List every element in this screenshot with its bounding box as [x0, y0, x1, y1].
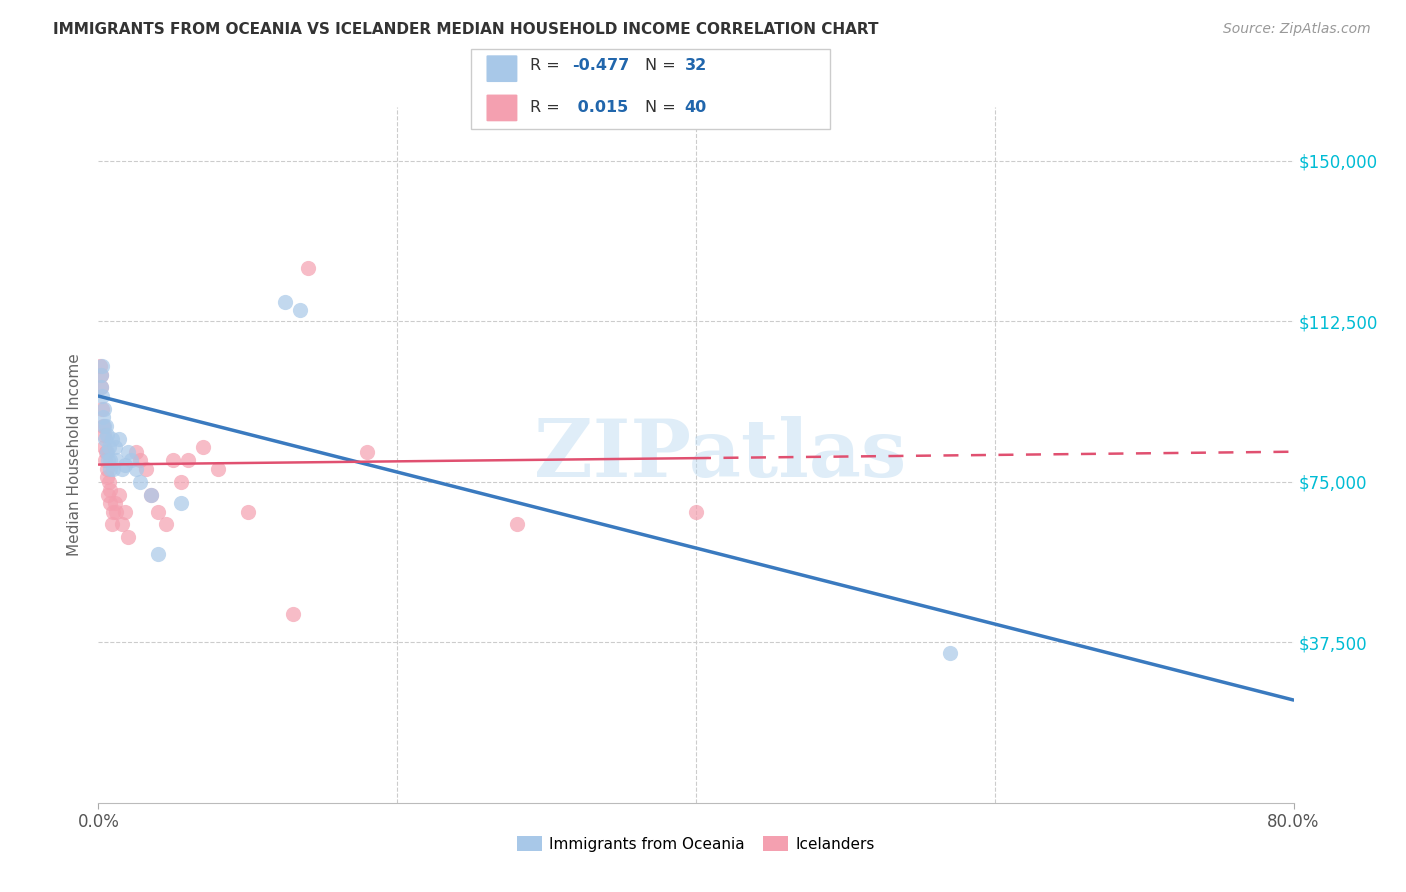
Point — [97, 475, 120, 489]
Text: IMMIGRANTS FROM OCEANIA VS ICELANDER MEDIAN HOUSEHOLD INCOME CORRELATION CHART: IMMIGRANTS FROM OCEANIA VS ICELANDER MED… — [53, 22, 879, 37]
Point — [191, 441, 214, 455]
Point — [94, 453, 117, 467]
Point — [105, 453, 128, 467]
Point — [90, 359, 112, 373]
Point — [90, 380, 112, 394]
Y-axis label: Median Household Income: Median Household Income — [67, 353, 83, 557]
Point — [297, 260, 319, 275]
Point — [108, 487, 131, 501]
Point — [129, 453, 152, 467]
Point — [288, 303, 311, 318]
Point — [169, 475, 191, 489]
Point — [139, 487, 162, 501]
Point — [111, 462, 134, 476]
Point — [125, 462, 148, 476]
Point — [148, 548, 170, 562]
Point — [101, 432, 124, 446]
Point — [91, 410, 114, 425]
Point — [104, 441, 127, 455]
Point — [114, 458, 136, 472]
Point — [281, 607, 304, 622]
Point — [114, 505, 136, 519]
Point — [177, 453, 200, 467]
Point — [939, 646, 962, 660]
Point — [155, 517, 177, 532]
Point — [129, 475, 152, 489]
Point — [90, 368, 112, 382]
Point — [94, 419, 117, 434]
Point — [148, 505, 170, 519]
Text: 0.015: 0.015 — [572, 101, 628, 115]
Text: N =: N = — [645, 58, 682, 72]
Point — [97, 441, 120, 455]
Point — [89, 359, 111, 373]
Point — [93, 441, 115, 455]
Point — [90, 368, 112, 382]
Point — [98, 496, 121, 510]
Point — [125, 444, 148, 458]
Point — [162, 453, 184, 467]
Point — [685, 505, 707, 519]
Point — [117, 530, 139, 544]
Point — [94, 444, 117, 458]
Legend: Immigrants from Oceania, Icelanders: Immigrants from Oceania, Icelanders — [512, 830, 880, 858]
Point — [93, 401, 115, 416]
Point — [236, 505, 259, 519]
Point — [105, 505, 128, 519]
Point — [169, 496, 191, 510]
Point — [97, 453, 120, 467]
Point — [98, 453, 122, 467]
Text: R =: R = — [530, 101, 565, 115]
Text: 40: 40 — [685, 101, 707, 115]
Point — [98, 462, 121, 476]
Text: N =: N = — [645, 101, 682, 115]
Text: ZIPatlas: ZIPatlas — [534, 416, 905, 494]
Point — [93, 427, 115, 442]
Point — [96, 427, 118, 442]
Point — [103, 462, 125, 476]
Point — [96, 444, 118, 458]
Point — [96, 470, 118, 484]
Point — [97, 487, 120, 501]
Point — [103, 505, 125, 519]
Point — [90, 380, 112, 394]
Point — [101, 517, 124, 532]
Point — [120, 453, 142, 467]
Point — [139, 487, 162, 501]
Point — [274, 294, 297, 309]
Point — [356, 444, 378, 458]
Point — [135, 462, 157, 476]
Text: Source: ZipAtlas.com: Source: ZipAtlas.com — [1223, 22, 1371, 37]
Text: 32: 32 — [685, 58, 707, 72]
Point — [93, 419, 115, 434]
Point — [111, 517, 134, 532]
Point — [91, 401, 114, 416]
Text: R =: R = — [530, 58, 565, 72]
Point — [91, 419, 114, 434]
Point — [98, 483, 122, 498]
Point — [104, 496, 127, 510]
Point — [96, 462, 118, 476]
Point — [117, 444, 139, 458]
Text: -0.477: -0.477 — [572, 58, 630, 72]
Point — [207, 462, 229, 476]
Point — [506, 517, 529, 532]
Point — [94, 432, 117, 446]
Point — [91, 389, 114, 403]
Point — [108, 432, 131, 446]
